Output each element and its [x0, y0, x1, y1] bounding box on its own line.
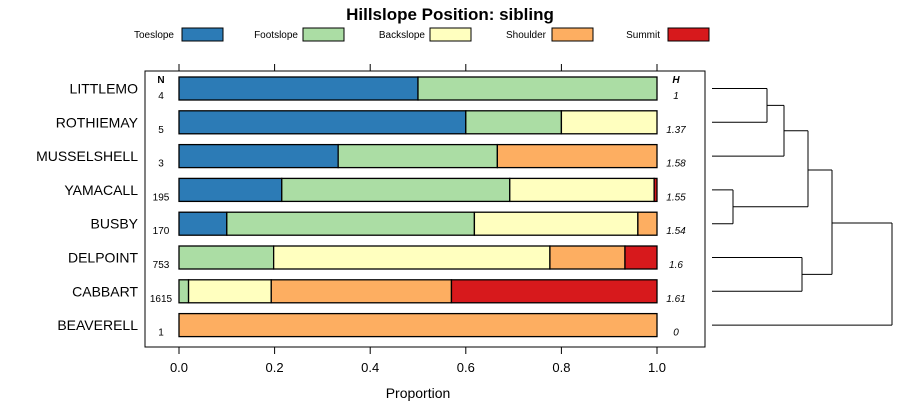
n-value-musselshell: 3 — [158, 159, 164, 170]
bar-row-beaverell — [178, 312, 658, 338]
h-column-header: H — [672, 75, 680, 86]
bar-cabbart-footslope — [178, 279, 190, 304]
legend-label-shoulder: Shoulder — [506, 30, 547, 41]
bar-row-rothiemay — [178, 110, 658, 135]
legend-label-footslope: Footslope — [254, 30, 298, 41]
bar-rothiemay-toeslope — [178, 110, 467, 135]
bar-row-delpoint — [178, 245, 658, 270]
bar-yamacall-toeslope — [178, 177, 283, 203]
bar-busby-backslope — [473, 211, 639, 236]
category-labels: LITTLEMO ROTHIEMAY MUSSELSHELL YAMACALL BUSB… — [36, 81, 139, 334]
h-value-delpoint: 1.6 — [669, 260, 683, 271]
n-column-header: N — [157, 75, 164, 86]
category-label-littlemo: LITTLEMO — [70, 81, 139, 97]
bar-beaverell-shoulder — [178, 312, 658, 338]
bar-delpoint-shoulder — [549, 245, 626, 270]
bar-busby-toeslope — [178, 211, 228, 236]
n-value-beaverell: 1 — [158, 328, 164, 339]
bar-delpoint-summit — [624, 245, 658, 270]
h-value-beaverell: 0 — [673, 328, 679, 339]
chart-title: Hillslope Position: sibling — [346, 5, 554, 24]
h-value-littlemo: 1 — [673, 91, 679, 102]
legend-swatch-backslope — [429, 27, 472, 42]
plot-frame — [144, 70, 706, 348]
category-label-yamacall: YAMACALL — [64, 182, 138, 198]
legend: Toeslope Footslope Backslope Shoulder Summit — [134, 27, 710, 42]
x-tick-label-0: 0.0 — [170, 360, 188, 375]
n-labels: 4 5 3 195 170 753 1615 1 — [150, 91, 173, 339]
legend-label-backslope: Backslope — [379, 30, 426, 41]
bar-musselshell-toeslope — [178, 143, 339, 169]
n-value-cabbart: 1615 — [150, 294, 173, 305]
x-tick-label-3: 0.6 — [457, 360, 475, 375]
h-labels: 1 1.37 1.58 1.55 1.54 1.6 1.61 0 — [666, 91, 686, 339]
category-label-delpoint: DELPOINT — [68, 250, 138, 266]
category-label-rothiemay: ROTHIEMAY — [56, 114, 139, 130]
legend-label-summit: Summit — [626, 30, 660, 41]
n-value-delpoint: 753 — [153, 260, 170, 271]
h-value-yamacall: 1.55 — [666, 192, 686, 203]
n-value-littlemo: 4 — [158, 91, 164, 102]
bar-cabbart-summit — [450, 279, 658, 304]
bar-busby-footslope — [226, 211, 476, 236]
bar-row-musselshell — [178, 143, 658, 169]
category-label-busby: BUSBY — [91, 216, 139, 232]
bar-row-yamacall — [178, 177, 658, 203]
category-label-beaverell: BEAVERELL — [57, 317, 138, 333]
bar-yamacall-footslope — [281, 177, 511, 203]
n-value-busby: 170 — [153, 226, 170, 237]
bar-row-littlemo — [178, 76, 658, 101]
bar-cabbart-shoulder — [270, 279, 453, 304]
bar-yamacall-summit — [653, 177, 658, 203]
bar-yamacall-backslope — [509, 177, 655, 203]
h-value-musselshell: 1.58 — [666, 159, 686, 170]
category-label-musselshell: MUSSELSHELL — [36, 148, 138, 164]
legend-swatch-toeslope — [181, 27, 224, 42]
legend-swatch-shoulder — [551, 27, 594, 42]
x-tick-label-2: 0.4 — [361, 360, 379, 375]
h-value-busby: 1.54 — [666, 226, 686, 237]
legend-swatch-footslope — [302, 27, 345, 42]
x-tick-label-5: 1.0 — [648, 360, 666, 375]
bar-musselshell-footslope — [337, 143, 498, 169]
bar-delpoint-backslope — [272, 245, 551, 270]
x-tick-label-4: 0.8 — [552, 360, 570, 375]
x-axis-title: Proportion — [386, 385, 451, 401]
x-tick-label-1: 0.2 — [266, 360, 284, 375]
h-value-cabbart: 1.61 — [666, 294, 685, 305]
category-label-cabbart: CABBART — [72, 283, 138, 299]
bar-delpoint-footslope — [178, 245, 275, 270]
bar-busby-shoulder — [637, 211, 658, 236]
bar-series — [178, 76, 658, 338]
bar-cabbart-backslope — [187, 279, 272, 304]
bar-row-cabbart — [178, 279, 658, 304]
dendrogram — [712, 88, 893, 326]
bar-rothiemay-backslope — [560, 110, 658, 135]
bar-row-busby — [178, 211, 658, 236]
top-axis-ticks — [178, 64, 658, 71]
bar-littlemo-toeslope — [178, 76, 419, 101]
legend-label-toeslope: Toeslope — [134, 30, 174, 41]
n-value-rothiemay: 5 — [158, 125, 164, 136]
h-value-rothiemay: 1.37 — [666, 125, 686, 136]
n-value-yamacall: 195 — [153, 192, 170, 203]
legend-swatch-summit — [667, 27, 710, 42]
bar-rothiemay-footslope — [465, 110, 563, 135]
x-axis: 0.0 0.2 0.4 0.6 0.8 1.0 — [170, 347, 666, 375]
bar-musselshell-shoulder — [496, 143, 658, 169]
bar-littlemo-footslope — [417, 76, 658, 101]
